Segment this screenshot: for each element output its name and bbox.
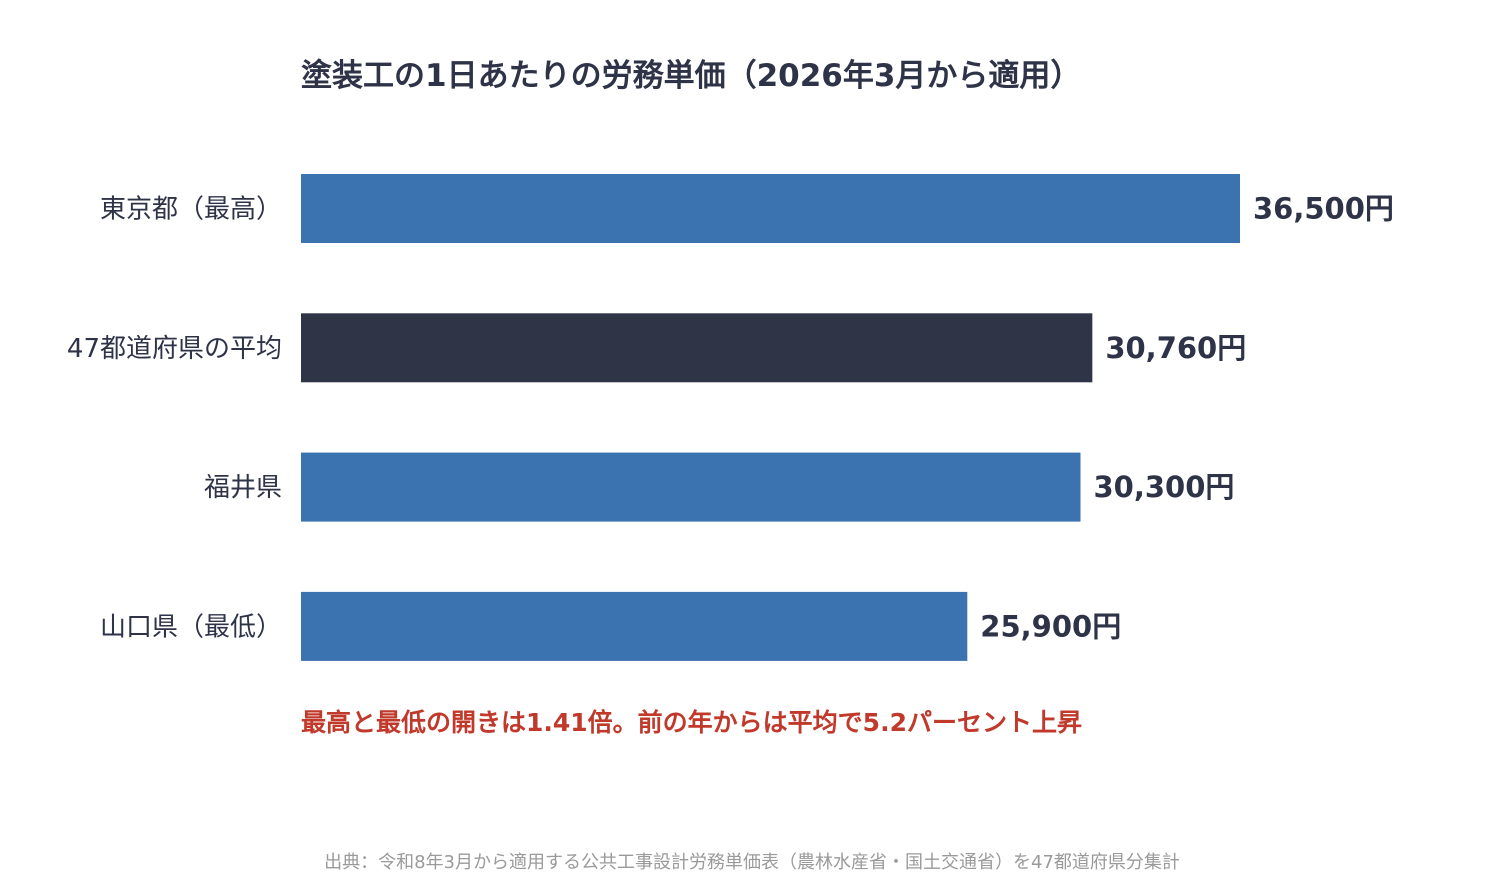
value-label-1: 30,760円	[1105, 331, 1246, 365]
category-label-2: 福井県	[204, 473, 282, 503]
bar-3	[301, 591, 968, 661]
value-label-3: 25,900円	[980, 609, 1121, 643]
chart-title: 塗装工の1日あたりの労務単価（2026年3月から適用）	[301, 58, 1081, 94]
bar-2	[301, 452, 1081, 522]
value-label-2: 30,300円	[1093, 470, 1234, 504]
bar-0	[301, 174, 1240, 243]
category-label-3: 山口県（最低）	[100, 612, 282, 642]
category-label-1: 47都道府県の平均	[67, 334, 282, 364]
source-note: 出典：令和8年3月から適用する公共工事設計労務単価表（農林水産省・国土交通省）を…	[324, 852, 1180, 873]
chart-annotation: 最高と最低の開きは1.41倍。前の年からは平均で5.2パーセント上昇	[301, 708, 1082, 737]
value-label-0: 36,500円	[1253, 192, 1394, 226]
bar-1	[301, 313, 1093, 383]
category-label-0: 東京都（最高）	[100, 195, 282, 225]
